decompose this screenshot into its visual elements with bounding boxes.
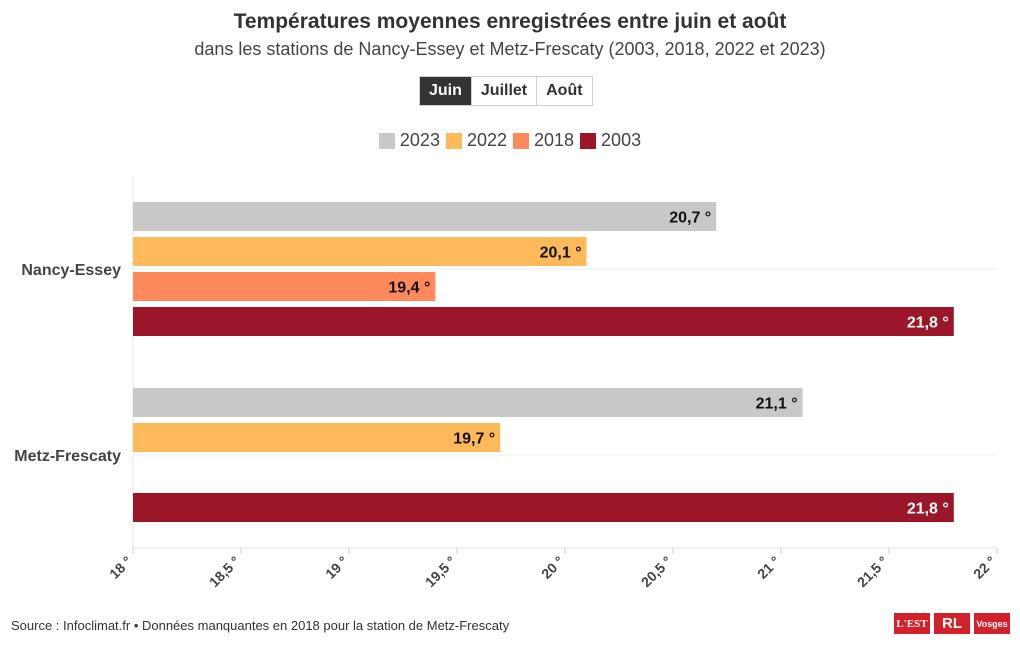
- bar-2018-0: [133, 272, 436, 301]
- x-tick-label: 18,5 °: [206, 553, 243, 590]
- source-note: Source : Infoclimat.fr • Données manquan…: [11, 618, 510, 633]
- legend-item-2003[interactable]: 2003: [580, 130, 641, 151]
- chart-title: Températures moyennes enregistrées entre…: [233, 10, 787, 33]
- bar-2022-0: [133, 237, 587, 266]
- legend-item-2018[interactable]: 2018: [513, 130, 574, 151]
- bar-2022-1: [133, 423, 501, 452]
- legend-swatch: [378, 132, 395, 149]
- x-tick-label: 20,5 °: [638, 553, 675, 590]
- legend-swatch: [445, 132, 462, 149]
- category-label: Nancy-Essey: [21, 262, 121, 279]
- data-label: 19,7 °: [453, 431, 495, 448]
- legend-item-2023[interactable]: 2023: [378, 130, 440, 151]
- legend-item-2022[interactable]: 2022: [445, 130, 507, 151]
- legend-label: 2003: [601, 130, 642, 150]
- tab-juin[interactable]: Juin: [420, 77, 471, 105]
- x-tick-label: 19,5 °: [422, 553, 459, 590]
- bar-2023-1: [133, 388, 803, 417]
- legend-swatch: [513, 132, 529, 149]
- x-tick-label: 20 °: [538, 553, 567, 582]
- x-tick-label: 21 °: [754, 553, 783, 582]
- x-tick-label: 21,5 °: [854, 553, 891, 590]
- data-label: 21,8 °: [907, 315, 949, 332]
- bar-2003-0: [133, 307, 954, 336]
- bar-2003-1: [133, 493, 954, 522]
- bar-chart: 20,7 ° 21,1 ° 20,1 ° 19,7 ° 19,4 ° 21,8 ° 21,8…: [14, 176, 999, 590]
- lest-republicain-logo[interactable]: L'EST: [894, 613, 930, 634]
- x-tick-label: 19 °: [322, 553, 351, 582]
- x-tick-label: 22 °: [970, 553, 999, 582]
- vosges-matin-logo[interactable]: Vosges: [974, 613, 1010, 634]
- chart-subtitle: dans les stations de Nancy-Essey et Metz…: [194, 39, 826, 59]
- rl-logo[interactable]: RL: [934, 613, 970, 634]
- month-tabs: Juin Juillet Août: [419, 76, 593, 106]
- legend-label: 2023: [399, 130, 440, 150]
- chart-legend: 2023 2022 2018 2003: [0, 130, 1020, 151]
- data-label: 19,4 °: [388, 280, 430, 297]
- tab-aout[interactable]: Août: [536, 77, 592, 105]
- publisher-logos: L'EST RL Vosges: [894, 613, 1010, 634]
- legend-label: 2022: [466, 130, 507, 150]
- legend-label: 2018: [534, 130, 575, 150]
- category-label: Metz-Frescaty: [14, 448, 121, 465]
- data-label: 20,7 °: [669, 210, 711, 227]
- x-tick-label: 18 °: [106, 553, 135, 582]
- data-label: 21,8 °: [907, 501, 949, 518]
- data-label: 21,1 °: [756, 396, 798, 413]
- bar-2023-0: [133, 202, 717, 231]
- legend-swatch: [580, 132, 597, 149]
- tab-juillet[interactable]: Juillet: [470, 77, 537, 105]
- data-label: 20,1 °: [540, 245, 582, 262]
